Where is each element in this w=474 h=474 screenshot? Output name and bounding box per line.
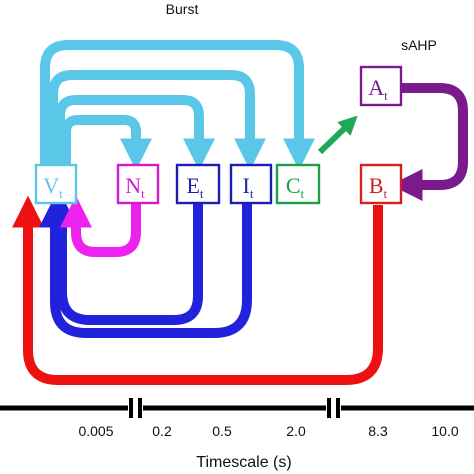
arrow-i-to-v: [38, 195, 252, 338]
svg-text:At: At: [368, 75, 388, 103]
tick-label: 8.3: [368, 423, 388, 439]
axis-title: Timescale (s): [196, 454, 291, 471]
inhibit-arrows: [38, 195, 252, 338]
arrow-b-to-v: [11, 195, 383, 385]
node-n-sub: t: [141, 186, 145, 201]
timescale-ticks: 0.005 0.2 0.5 2.0 8.3 10.0: [78, 423, 458, 439]
arrow-v-to-i: [48, 70, 267, 171]
sahp-heading: sAHP: [401, 37, 437, 53]
node-e: Et: [175, 163, 221, 205]
svg-text:Et: Et: [186, 173, 203, 201]
arrow-e-to-v: [45, 195, 203, 325]
node-b-sub: t: [384, 186, 388, 201]
burst-heading: Burst: [166, 1, 199, 17]
axis-break-2: [327, 398, 331, 418]
node-e-main: E: [186, 173, 199, 198]
arrow-v-to-e: [55, 95, 216, 171]
axis-break-1: [129, 398, 133, 418]
node-a-sub: t: [384, 88, 388, 103]
node-n: Nt: [116, 163, 160, 205]
node-n-main: N: [125, 173, 141, 198]
node-i-main: I: [243, 173, 250, 198]
burst-arrows: [40, 40, 316, 171]
svg-text:Nt: Nt: [125, 173, 145, 201]
arrow-v-to-n: [61, 115, 153, 171]
node-a: At: [359, 65, 403, 107]
arrow-n-to-v: [59, 195, 141, 257]
node-c-sub: t: [301, 186, 305, 201]
arrow-c-to-a: [317, 115, 358, 155]
node-b: Bt: [359, 163, 403, 205]
node-c-main: C: [286, 173, 301, 198]
tick-label: 10.0: [431, 423, 458, 439]
svg-text:Bt: Bt: [369, 173, 388, 201]
svg-text:It: It: [243, 173, 254, 201]
tick-label: 0.5: [212, 423, 232, 439]
node-c: Ct: [275, 163, 321, 205]
node-v-main: V: [43, 173, 59, 198]
arrow-v-to-c: [40, 40, 316, 171]
node-b-main: B: [369, 173, 384, 198]
tick-label: 0.2: [152, 423, 172, 439]
node-v-sub: t: [59, 186, 63, 201]
tick-label: 2.0: [286, 423, 306, 439]
timescale-axis: [0, 398, 474, 418]
node-i: It: [229, 163, 273, 205]
node-i-sub: t: [250, 186, 254, 201]
node-a-main: A: [368, 75, 384, 100]
node-e-sub: t: [200, 186, 204, 201]
axis-break-2b: [336, 398, 340, 418]
svg-text:Vt: Vt: [43, 173, 63, 201]
tick-label: 0.005: [78, 423, 113, 439]
node-v: Vt: [34, 163, 78, 205]
svg-text:Ct: Ct: [286, 173, 305, 201]
arrow-a-to-b: [390, 83, 468, 202]
axis-break-1b: [138, 398, 142, 418]
